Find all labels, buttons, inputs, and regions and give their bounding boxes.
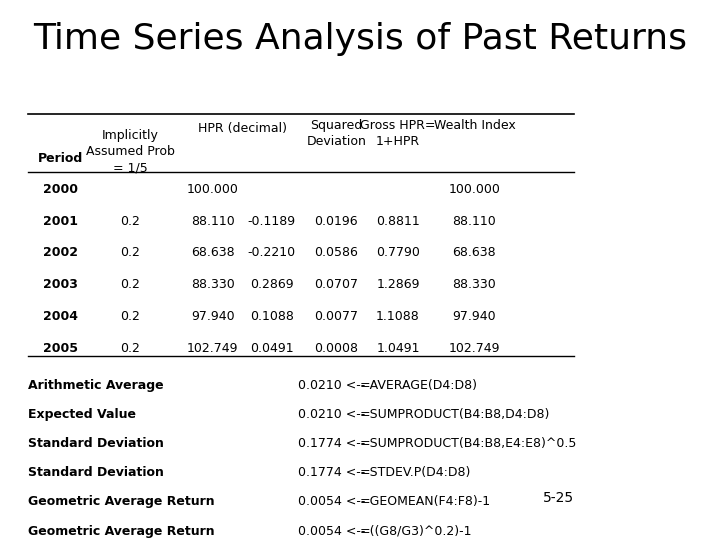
Text: 0.0196: 0.0196 (315, 215, 358, 228)
Text: 0.2: 0.2 (120, 215, 140, 228)
Text: 0.2: 0.2 (120, 278, 140, 291)
Text: 97.940: 97.940 (191, 310, 235, 323)
Text: 1.0491: 1.0491 (377, 341, 420, 355)
Text: Expected Value: Expected Value (27, 408, 135, 421)
Text: 2004: 2004 (42, 310, 78, 323)
Text: 88.330: 88.330 (191, 278, 235, 291)
Text: =GEOMEAN(F4:F8)-1: =GEOMEAN(F4:F8)-1 (360, 495, 491, 509)
Text: Standard Deviation: Standard Deviation (27, 466, 163, 480)
Text: -0.2210: -0.2210 (248, 246, 296, 259)
Text: 2000: 2000 (42, 183, 78, 196)
Text: 0.0054 <--: 0.0054 <-- (298, 524, 366, 537)
Text: 2001: 2001 (42, 215, 78, 228)
Text: 100.000: 100.000 (187, 183, 239, 196)
Text: 68.638: 68.638 (453, 246, 496, 259)
Text: =STDEV.P(D4:D8): =STDEV.P(D4:D8) (360, 466, 471, 480)
Text: 0.0077: 0.0077 (314, 310, 359, 323)
Text: 1.2869: 1.2869 (377, 278, 420, 291)
Text: 2005: 2005 (42, 341, 78, 355)
Text: 102.749: 102.749 (449, 341, 500, 355)
Text: Standard Deviation: Standard Deviation (27, 437, 163, 450)
Text: 0.1774 <--: 0.1774 <-- (298, 437, 365, 450)
Text: 2002: 2002 (42, 246, 78, 259)
Text: -0.1189: -0.1189 (248, 215, 296, 228)
Text: 68.638: 68.638 (191, 246, 235, 259)
Text: 0.8811: 0.8811 (376, 215, 420, 228)
Text: 0.1774 <--: 0.1774 <-- (298, 466, 365, 480)
Text: 0.7790: 0.7790 (376, 246, 420, 259)
Text: 0.0054 <--: 0.0054 <-- (298, 495, 366, 509)
Text: Implicitly
Assumed Prob
= 1/5: Implicitly Assumed Prob = 1/5 (86, 130, 175, 174)
Text: 100.000: 100.000 (449, 183, 500, 196)
Text: 88.110: 88.110 (452, 215, 496, 228)
Text: 0.0008: 0.0008 (314, 341, 359, 355)
Text: =SUMPRODUCT(B4:B8,D4:D8): =SUMPRODUCT(B4:B8,D4:D8) (360, 408, 550, 421)
Text: 2003: 2003 (42, 278, 78, 291)
Text: 0.2: 0.2 (120, 310, 140, 323)
Text: 0.0491: 0.0491 (250, 341, 294, 355)
Text: Squared
Deviation: Squared Deviation (306, 119, 366, 148)
Text: 0.0210 <--: 0.0210 <-- (298, 379, 365, 392)
Text: Wealth Index: Wealth Index (433, 119, 516, 132)
Text: =AVERAGE(D4:D8): =AVERAGE(D4:D8) (360, 379, 478, 392)
Text: Time Series Analysis of Past Returns: Time Series Analysis of Past Returns (34, 22, 688, 56)
Text: 102.749: 102.749 (187, 341, 238, 355)
Text: 0.2869: 0.2869 (250, 278, 294, 291)
Text: =SUMPRODUCT(B4:B8,E4:E8)^0.5: =SUMPRODUCT(B4:B8,E4:E8)^0.5 (360, 437, 577, 450)
Text: 0.0210 <--: 0.0210 <-- (298, 408, 365, 421)
Text: 0.2: 0.2 (120, 246, 140, 259)
Text: Arithmetic Average: Arithmetic Average (27, 379, 163, 392)
Text: Geometric Average Return: Geometric Average Return (27, 524, 215, 537)
Text: 88.330: 88.330 (452, 278, 496, 291)
Text: 0.1088: 0.1088 (250, 310, 294, 323)
Text: 88.110: 88.110 (191, 215, 235, 228)
Text: 0.0586: 0.0586 (315, 246, 358, 259)
Text: 1.1088: 1.1088 (376, 310, 420, 323)
Text: 5-25: 5-25 (543, 491, 575, 505)
Text: Gross HPR=
1+HPR: Gross HPR= 1+HPR (360, 119, 436, 148)
Text: Period: Period (37, 152, 83, 165)
Text: 0.0707: 0.0707 (314, 278, 359, 291)
Text: =((G8/G3)^0.2)-1: =((G8/G3)^0.2)-1 (360, 524, 472, 537)
Text: 0.2: 0.2 (120, 341, 140, 355)
Text: HPR (decimal): HPR (decimal) (198, 122, 287, 135)
Text: Geometric Average Return: Geometric Average Return (27, 495, 215, 509)
Text: 97.940: 97.940 (453, 310, 496, 323)
